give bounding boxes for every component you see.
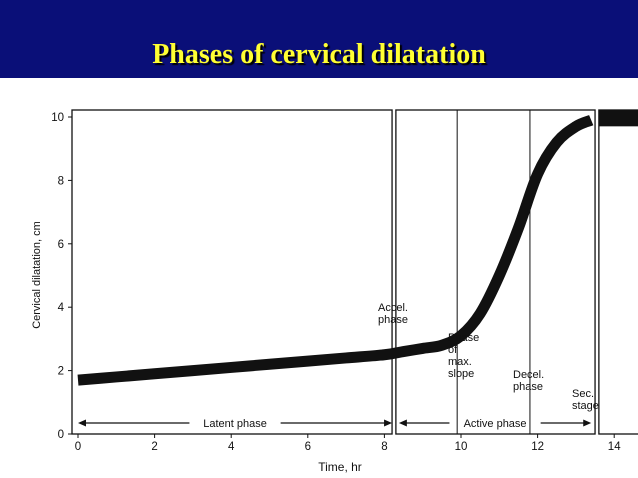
annotation-maxslope-line-4: slope: [448, 368, 474, 380]
arrowhead-left-2: [398, 419, 407, 427]
arrowhead-right-1: [384, 419, 393, 427]
arrow-label-1: Latent phase: [203, 418, 267, 430]
x-axis-label: Time, hr: [318, 460, 362, 474]
slide-title: Phases of cervical dilatation: [152, 39, 486, 70]
annotation-accel-line-2: phase: [378, 314, 408, 326]
arrow-label-2: Active phase: [464, 418, 527, 430]
panel-1: [71, 109, 393, 435]
y-tick-8: 8: [58, 175, 64, 187]
x-tick-14: 14: [608, 441, 621, 453]
arrowhead-left-1: [78, 419, 86, 427]
x-tick-12: 12: [531, 441, 544, 453]
x-tick-0: 0: [75, 441, 81, 453]
y-tick-4: 4: [58, 302, 65, 314]
x-tick-2: 2: [151, 441, 157, 453]
arrowhead-right-2: [583, 419, 592, 427]
panel-3: [598, 109, 638, 435]
y-axis-label: Cervical dilatation, cm: [31, 221, 43, 329]
annotation-sec-line-1: Sec.: [572, 388, 594, 400]
annotation-maxslope-line-2: of: [448, 344, 458, 356]
second-stage-bar: [598, 110, 638, 127]
y-tick-10: 10: [51, 112, 64, 124]
y-tick-6: 6: [58, 239, 64, 251]
panel-2: [395, 109, 596, 435]
x-tick-10: 10: [455, 441, 468, 453]
title-bar: [0, 0, 638, 78]
dilatation-curve: [77, 115, 594, 386]
annotation-sec-line-2: stage: [572, 400, 599, 412]
annotation-maxslope-line-3: max.: [448, 356, 472, 368]
annotation-decel-line-1: Decel.: [513, 369, 544, 381]
annotation-decel-line-2: phase: [513, 381, 543, 393]
annotation-maxslope-line-1: Phase: [448, 332, 479, 344]
x-tick-8: 8: [381, 441, 387, 453]
annotation-accel-line-1: Accel.: [378, 302, 408, 314]
y-tick-2: 2: [58, 366, 64, 378]
x-tick-6: 6: [305, 441, 311, 453]
x-tick-4: 4: [228, 441, 235, 453]
y-tick-0: 0: [58, 429, 64, 441]
